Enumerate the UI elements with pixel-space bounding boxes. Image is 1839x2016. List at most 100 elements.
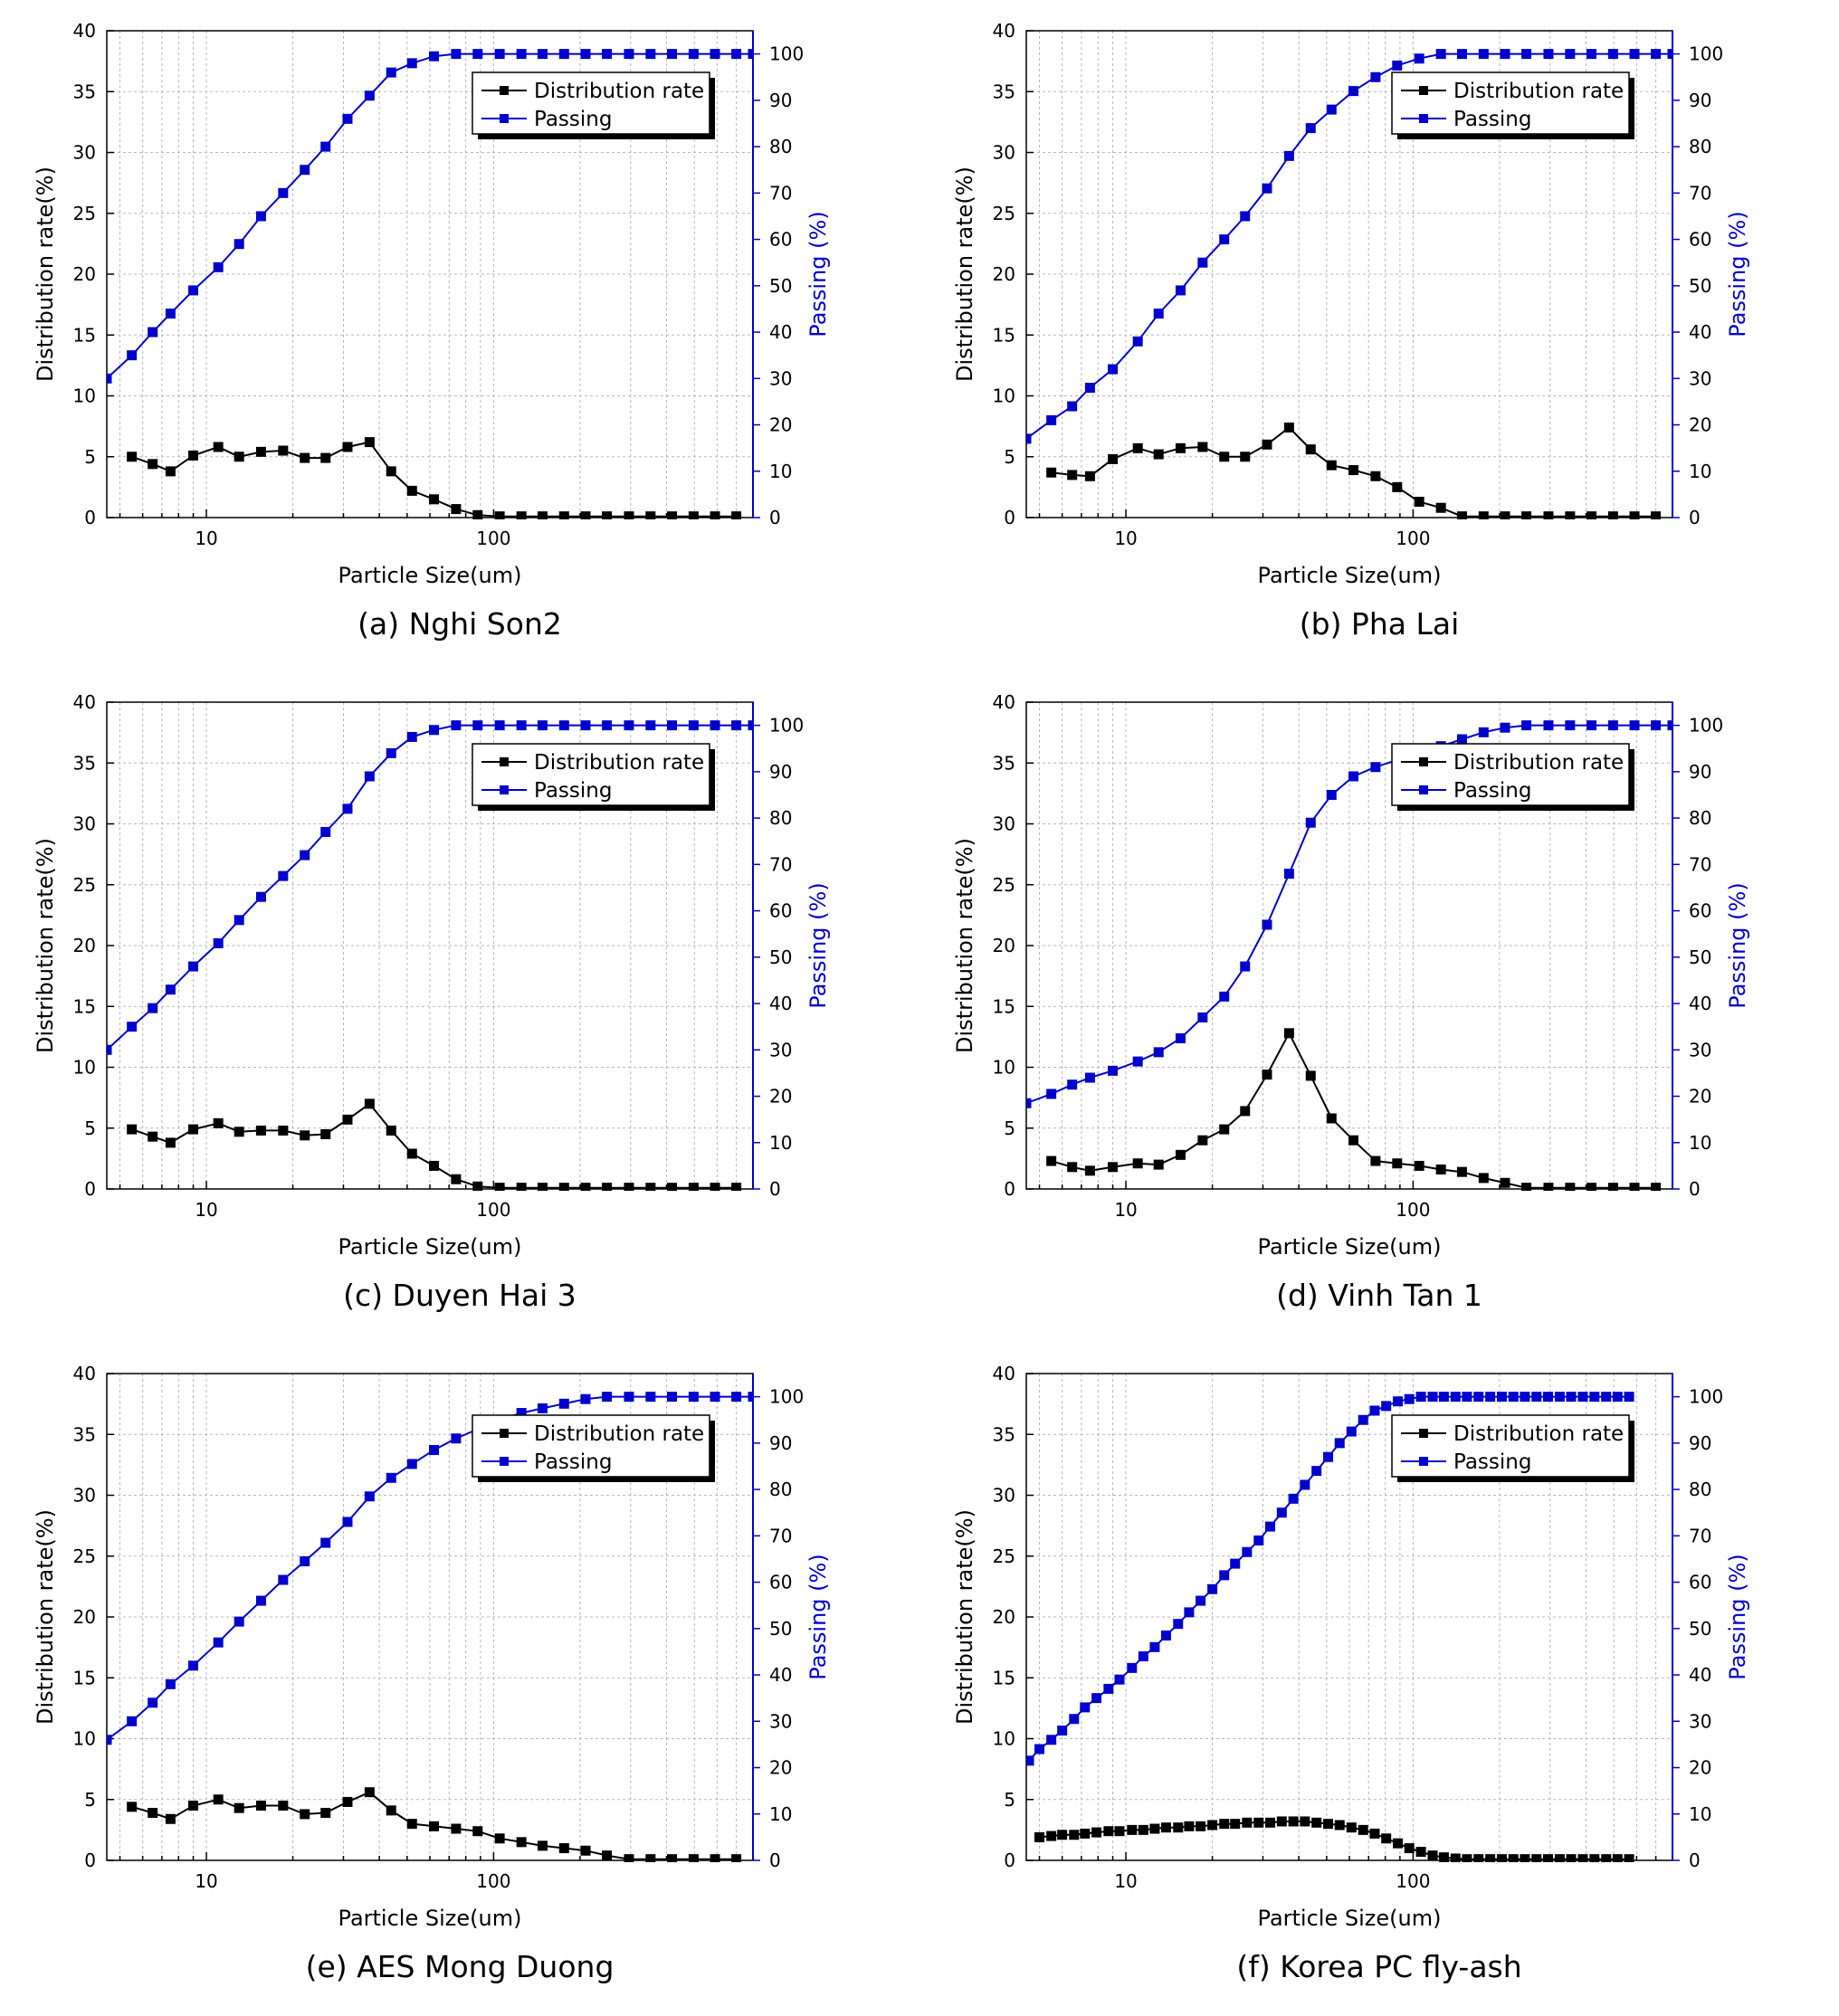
passing-point — [1326, 104, 1337, 115]
distribution-point — [1197, 1135, 1208, 1146]
passing-point — [386, 1472, 396, 1483]
passing-point — [1415, 1392, 1426, 1403]
distribution-point — [1197, 442, 1208, 452]
passing-point — [1262, 183, 1272, 194]
series-distribution-rate — [1046, 422, 1662, 519]
distribution-point — [255, 1800, 266, 1811]
y-tick-label: 15 — [73, 1667, 96, 1688]
passing-point — [233, 915, 244, 926]
passing-point — [1197, 1012, 1208, 1022]
passing-point — [624, 1392, 634, 1403]
passing-point — [1132, 1056, 1143, 1067]
x-tick-label: 10 — [1114, 528, 1137, 549]
passing-point — [1456, 49, 1467, 60]
distribution-point — [688, 1854, 699, 1862]
x-tick-label: 100 — [1396, 1199, 1430, 1221]
y2-tick-label: 80 — [769, 1479, 792, 1500]
distribution-point — [1103, 1826, 1114, 1837]
y2-tick-label: 90 — [769, 90, 792, 111]
y-tick-label: 0 — [1004, 507, 1015, 528]
y-tick-label: 40 — [73, 1363, 96, 1384]
passing-point — [1348, 86, 1359, 97]
distribution-point — [148, 1808, 158, 1819]
passing-point — [342, 804, 353, 814]
legend-box — [1391, 1414, 1630, 1478]
distribution-point — [472, 1826, 483, 1837]
distribution-point — [1276, 1816, 1287, 1827]
passing-point — [1197, 257, 1208, 268]
x-axis-label: Particle Size(um) — [338, 1234, 522, 1260]
passing-point — [429, 1445, 440, 1456]
passing-point — [1264, 1521, 1275, 1532]
y-axis-label: Distribution rate(%) — [952, 838, 977, 1053]
passing-point — [127, 1716, 138, 1726]
legend-swatch-marker — [500, 785, 509, 794]
distribution-point — [1240, 452, 1251, 462]
y-tick-label: 5 — [84, 1789, 96, 1811]
distribution-point — [1300, 1816, 1310, 1827]
y2-tick-label: 40 — [769, 993, 792, 1014]
passing-point — [1478, 49, 1489, 60]
distribution-point — [364, 437, 375, 448]
series-distribution-rate — [1034, 1816, 1634, 1862]
distribution-point — [300, 452, 310, 463]
passing-point — [1543, 49, 1554, 60]
y2-tick-label: 20 — [1689, 414, 1711, 436]
y-tick-label: 0 — [84, 1178, 96, 1200]
passing-point — [1438, 1392, 1449, 1403]
distribution-point — [1586, 511, 1597, 519]
distribution-point — [1067, 1162, 1078, 1173]
y2-tick-label: 50 — [769, 275, 792, 297]
y-tick-label: 35 — [73, 81, 96, 102]
legend-label: Distribution rate — [1453, 751, 1624, 775]
distribution-point — [537, 1183, 548, 1191]
distribution-point — [1283, 422, 1294, 433]
chart-panel-f: 0 5 10 15 20 25 30 35 40 0 10 20 30 40 50 60 70 80 90 100 10… — [920, 1343, 1839, 2014]
y-tick-label: 5 — [1004, 446, 1015, 468]
distribution-point — [537, 1840, 548, 1851]
y-tick-label: 5 — [84, 1117, 96, 1139]
y2-axis-label: Passing (%) — [805, 211, 831, 337]
passing-point — [602, 720, 613, 731]
legend: Distribution rate Passing — [1391, 1414, 1634, 1482]
y-tick-label: 20 — [73, 263, 96, 285]
passing-point — [255, 891, 266, 902]
chart-panel-b: 0 5 10 15 20 25 30 35 40 0 10 20 30 40 50 60 70 80 90 100 10… — [920, 0, 1839, 671]
y2-axis-label: Passing (%) — [1725, 211, 1750, 337]
y-tick-label: 0 — [84, 507, 96, 528]
y2-tick-label: 60 — [769, 229, 792, 251]
y2-tick-label: 60 — [769, 1572, 792, 1593]
distribution-point — [1108, 1162, 1119, 1173]
distribution-point — [1520, 1854, 1530, 1862]
passing-point — [451, 720, 462, 731]
distribution-point — [624, 1854, 634, 1862]
passing-point — [1219, 234, 1230, 245]
distribution-point — [1034, 1831, 1045, 1842]
passing-point — [1132, 336, 1143, 347]
distribution-point — [1046, 467, 1057, 478]
passing-point — [1108, 1065, 1119, 1076]
distribution-point — [1589, 1854, 1600, 1862]
distribution-point — [406, 485, 417, 496]
distribution-point — [710, 511, 720, 519]
y-tick-label: 0 — [1004, 1178, 1015, 1200]
distribution-point — [558, 1183, 569, 1191]
distribution-point — [1173, 1822, 1184, 1833]
distribution-point — [602, 1183, 613, 1191]
passing-point — [1242, 1546, 1253, 1557]
passing-point — [1080, 1702, 1091, 1713]
passing-point — [1543, 720, 1554, 731]
passing-point — [1160, 1630, 1171, 1640]
x-axis-label: Particle Size(um) — [1258, 1234, 1442, 1260]
distribution-point — [1127, 1824, 1138, 1835]
passing-point — [1046, 1735, 1057, 1745]
passing-point — [1500, 49, 1510, 60]
passing-point — [364, 1491, 375, 1502]
y2-tick-label: 0 — [769, 1850, 781, 1871]
passing-point — [1393, 1396, 1404, 1407]
passing-point — [688, 1392, 699, 1403]
distribution-point — [1153, 1159, 1164, 1170]
passing-point — [1456, 734, 1467, 745]
distribution-point — [1462, 1854, 1472, 1862]
passing-point — [731, 1392, 742, 1403]
